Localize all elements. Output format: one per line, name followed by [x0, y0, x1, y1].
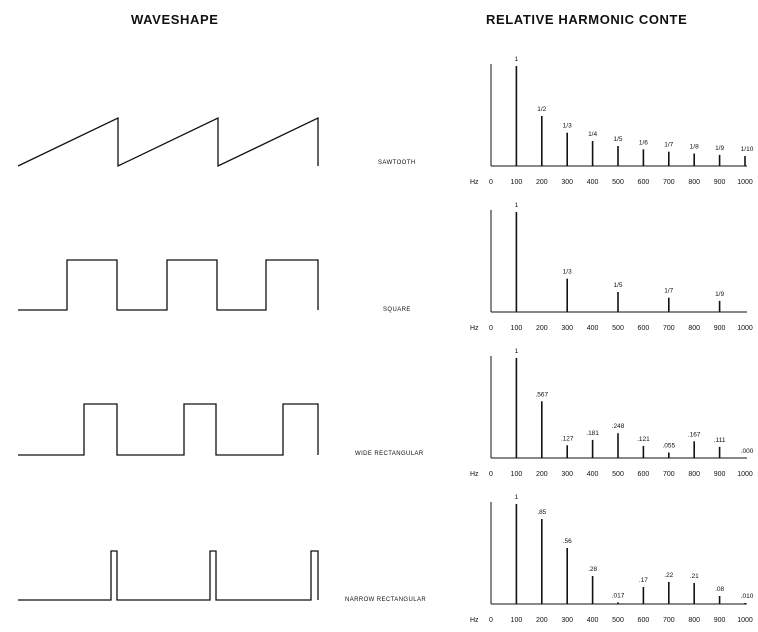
- sawtooth-value-label-900: 1/9: [715, 145, 724, 152]
- narrow-rectangular-tick-200: 200: [536, 617, 548, 624]
- square-label: SQUARE: [383, 307, 411, 313]
- narrow-rectangular-tick-0: 0: [489, 617, 493, 624]
- square-value-label-500: 1/5: [613, 282, 622, 289]
- narrow-rectangular-value-label-300: .56: [563, 538, 572, 545]
- sawtooth-value-label-400: 1/4: [588, 131, 597, 138]
- square-wave: [18, 259, 319, 311]
- square-hz-label: Hz: [470, 325, 479, 332]
- sawtooth-value-label-700: 1/7: [664, 142, 673, 149]
- narrow-rectangular-wave: [18, 550, 319, 601]
- wide-rectangular-tick-600: 600: [638, 471, 650, 478]
- wide-rectangular-value-label-500: .248: [612, 423, 625, 430]
- wide-rectangular-value-label-800: .167: [688, 431, 701, 438]
- square-value-label-900: 1/9: [715, 291, 724, 298]
- narrow-rectangular-value-label-200: .85: [537, 509, 546, 516]
- waveshape-heading: WAVESHAPE: [131, 12, 219, 27]
- wide-rectangular-tick-300: 300: [561, 471, 573, 478]
- sawtooth-tick-0: 0: [489, 179, 493, 186]
- sawtooth-tick-700: 700: [663, 179, 675, 186]
- sawtooth-wave: [17, 116, 319, 168]
- wide-rectangular-value-label-400: .181: [586, 430, 599, 437]
- square-value-label-300: 1/3: [563, 269, 572, 276]
- sawtooth-value-label-200: 1/2: [537, 106, 546, 113]
- square-tick-1000: 1000: [737, 325, 753, 332]
- wide-rectangular-value-label-700: .055: [662, 443, 675, 450]
- wide-rectangular-tick-800: 800: [688, 471, 700, 478]
- square-tick-900: 900: [714, 325, 726, 332]
- square-tick-600: 600: [638, 325, 650, 332]
- sawtooth-tick-800: 800: [688, 179, 700, 186]
- square-tick-200: 200: [536, 325, 548, 332]
- sawtooth-value-label-600: 1/6: [639, 139, 648, 146]
- sawtooth-value-label-800: 1/8: [690, 144, 699, 151]
- narrow-rectangular-tick-500: 500: [612, 617, 624, 624]
- narrow-rectangular-tick-1000: 1000: [737, 617, 753, 624]
- square-tick-300: 300: [561, 325, 573, 332]
- square-value-label-100: 1: [515, 202, 519, 209]
- square-tick-0: 0: [489, 325, 493, 332]
- square-tick-500: 500: [612, 325, 624, 332]
- wide-rectangular-value-label-600: .121: [637, 436, 650, 443]
- narrow-rectangular-tick-300: 300: [561, 617, 573, 624]
- square-tick-100: 100: [511, 325, 523, 332]
- narrow-rectangular-tick-800: 800: [688, 617, 700, 624]
- wide-rectangular-tick-1000: 1000: [737, 471, 753, 478]
- wide-rectangular-hz-label: Hz: [470, 471, 479, 478]
- narrow-rectangular-tick-700: 700: [663, 617, 675, 624]
- narrow-rectangular-value-label-500: .017: [612, 592, 625, 599]
- narrow-rectangular-tick-100: 100: [511, 617, 523, 624]
- wide-rectangular-tick-400: 400: [587, 471, 599, 478]
- wide-rectangular-value-label-900: .111: [714, 437, 726, 444]
- wide-rectangular-value-label-200: .567: [535, 391, 548, 398]
- wide-rectangular-tick-0: 0: [489, 471, 493, 478]
- narrow-rectangular-tick-900: 900: [714, 617, 726, 624]
- wide-rectangular-tick-900: 900: [714, 471, 726, 478]
- sawtooth-tick-200: 200: [536, 179, 548, 186]
- wide-rectangular-wave: [18, 403, 319, 456]
- wide-rectangular-value-label-100: 1: [515, 348, 519, 355]
- sawtooth-tick-300: 300: [561, 179, 573, 186]
- sawtooth-value-label-1000: 1/10: [741, 146, 754, 153]
- sawtooth-tick-400: 400: [587, 179, 599, 186]
- sawtooth-tick-600: 600: [638, 179, 650, 186]
- wide-rectangular-tick-500: 500: [612, 471, 624, 478]
- wide-rectangular-value-label-1000: .000: [741, 448, 754, 455]
- narrow-rectangular-tick-400: 400: [587, 617, 599, 624]
- wide-rectangular-value-label-300: .127: [561, 435, 574, 442]
- sawtooth-value-label-500: 1/5: [613, 136, 622, 143]
- wide-rectangular-label: WIDE RECTANGULAR: [355, 451, 424, 457]
- wide-rectangular-tick-700: 700: [663, 471, 675, 478]
- sawtooth-hz-label: Hz: [470, 179, 479, 186]
- harmonic-content-heading: RELATIVE HARMONIC CONTE: [486, 12, 688, 27]
- narrow-rectangular-value-label-800: .21: [690, 573, 699, 580]
- narrow-rectangular-hz-label: Hz: [470, 617, 479, 624]
- narrow-rectangular-value-label-700: .22: [664, 572, 673, 579]
- wide-rectangular-tick-100: 100: [511, 471, 523, 478]
- square-tick-400: 400: [587, 325, 599, 332]
- narrow-rectangular-value-label-600: .17: [639, 577, 648, 584]
- sawtooth-value-label-300: 1/3: [563, 123, 572, 130]
- narrow-rectangular-value-label-900: .08: [715, 586, 724, 593]
- sawtooth-tick-500: 500: [612, 179, 624, 186]
- narrow-rectangular-value-label-100: 1: [515, 494, 519, 501]
- square-tick-700: 700: [663, 325, 675, 332]
- narrow-rectangular-tick-600: 600: [638, 617, 650, 624]
- sawtooth-value-label-100: 1: [515, 56, 519, 63]
- narrow-rectangular-value-label-400: .28: [588, 566, 597, 573]
- sawtooth-tick-100: 100: [511, 179, 523, 186]
- sawtooth-tick-900: 900: [714, 179, 726, 186]
- square-value-label-700: 1/7: [664, 288, 673, 295]
- wide-rectangular-tick-200: 200: [536, 471, 548, 478]
- narrow-rectangular-value-label-1000: .010: [741, 593, 754, 600]
- narrow-rectangular-label: NARROW RECTANGULAR: [345, 597, 427, 603]
- sawtooth-label: SAWTOOTH: [378, 160, 416, 166]
- sawtooth-tick-1000: 1000: [737, 179, 753, 186]
- square-tick-800: 800: [688, 325, 700, 332]
